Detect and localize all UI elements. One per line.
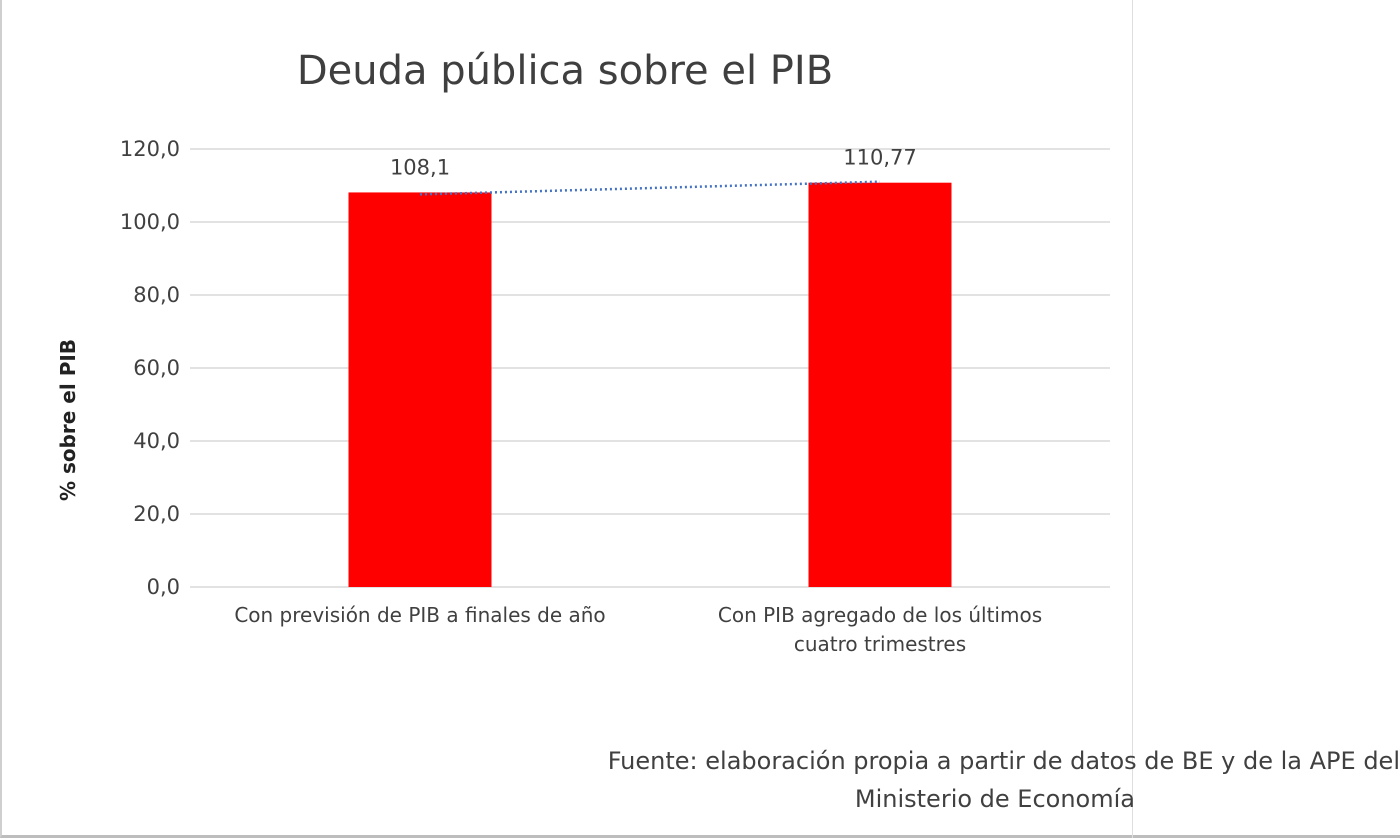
chart-title: Deuda pública sobre el PIB bbox=[297, 48, 833, 94]
trendline bbox=[419, 180, 881, 196]
y-axis-ticks: 0,0 20,0 40,0 60,0 80,0 100,0 120,0 bbox=[120, 137, 180, 599]
panel-divider bbox=[1132, 0, 1133, 838]
y-tick-label: 20,0 bbox=[133, 502, 180, 526]
bar bbox=[808, 182, 952, 587]
trendline-path bbox=[419, 180, 881, 196]
data-label: 110,77 bbox=[843, 146, 916, 170]
y-tick-label: 80,0 bbox=[133, 283, 180, 307]
bars bbox=[348, 182, 952, 587]
bar bbox=[348, 192, 492, 587]
y-axis-label: % sobre el PIB bbox=[56, 339, 80, 501]
x-category-label: cuatro trimestres bbox=[794, 632, 966, 656]
y-tick-label: 100,0 bbox=[120, 210, 180, 234]
x-axis-categories: Con previsión de PIB a finales de año Con… bbox=[234, 603, 1042, 656]
data-label: 108,1 bbox=[390, 155, 450, 179]
data-labels: 108,1 110,77 bbox=[390, 146, 917, 180]
gridlines bbox=[190, 148, 1110, 588]
y-tick-label: 40,0 bbox=[133, 429, 180, 453]
y-tick-label: 60,0 bbox=[133, 356, 180, 380]
y-tick-label: 0,0 bbox=[147, 575, 180, 599]
x-category-label: Con previsión de PIB a finales de año bbox=[234, 603, 605, 627]
source-note: Fuente: elaboración propia a partir de d… bbox=[500, 742, 1400, 818]
y-tick-label: 120,0 bbox=[120, 137, 180, 161]
source-line-2: Ministerio de Economía bbox=[854, 785, 1135, 813]
source-line-1: Fuente: elaboración propia a partir de d… bbox=[607, 747, 1400, 775]
x-category-label: Con PIB agregado de los últimos bbox=[718, 603, 1042, 627]
